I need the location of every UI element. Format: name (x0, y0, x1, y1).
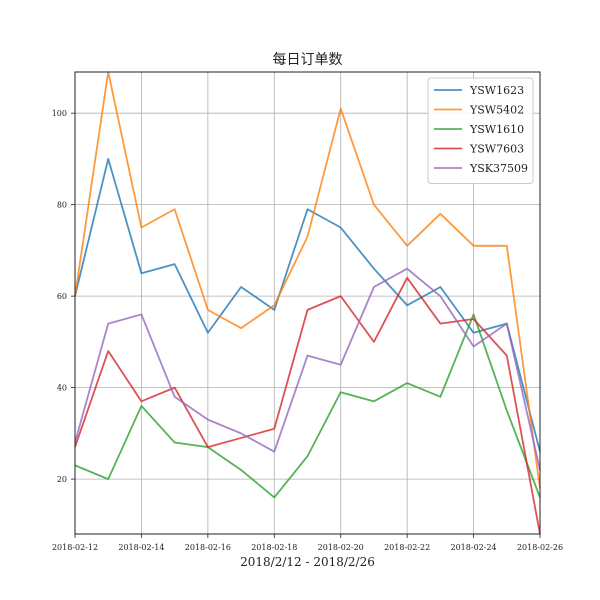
legend-label: YSW5402 (469, 104, 524, 117)
y-axis: 20 40 60 80 100 (52, 109, 75, 484)
y-tick-label: 100 (52, 109, 67, 118)
x-tick-label: 2018-02-24 (451, 543, 497, 552)
legend-box (427, 77, 534, 184)
y-tick-label: 20 (57, 475, 67, 484)
legend-label: YSW7603 (469, 143, 524, 156)
x-tick-label: 2018-02-20 (318, 543, 364, 552)
x-axis: 2018-02-12 2018-02-14 2018-02-16 2018-02-18… (52, 534, 563, 552)
legend-label: YSK37509 (469, 162, 528, 175)
series-line-ysw5402 (74, 71, 541, 489)
y-tick-label: 80 (57, 201, 67, 210)
x-tick-label: 2018-02-16 (185, 543, 231, 552)
y-tick-label: 40 (57, 384, 67, 393)
x-tick-label: 2018-02-12 (52, 543, 98, 552)
series-line-ysw1610 (74, 313, 541, 499)
series-line-ysw7603 (74, 276, 541, 535)
series-lines (74, 71, 541, 535)
plot-area (74, 71, 541, 535)
x-tick-label: 2018-02-18 (251, 543, 297, 552)
legend-label: YSW1610 (469, 123, 524, 136)
x-tick-label: 2018-02-26 (517, 543, 563, 552)
x-axis-label: 2018/2/12 - 2018/2/26 (240, 555, 375, 569)
legend-label: YSW1623 (469, 84, 524, 97)
y-tick-label: 60 (57, 292, 67, 301)
chart-title: 每日订单数 (273, 52, 343, 68)
x-tick-label: 2018-02-14 (118, 543, 164, 552)
series-line-ysk37509 (74, 267, 541, 471)
series-line-ysw1623 (74, 158, 541, 452)
legend: YSW1623 YSW5402 YSW1610 YSW7603 YSK37509 (427, 77, 534, 184)
x-tick-label: 2018-02-22 (384, 543, 430, 552)
